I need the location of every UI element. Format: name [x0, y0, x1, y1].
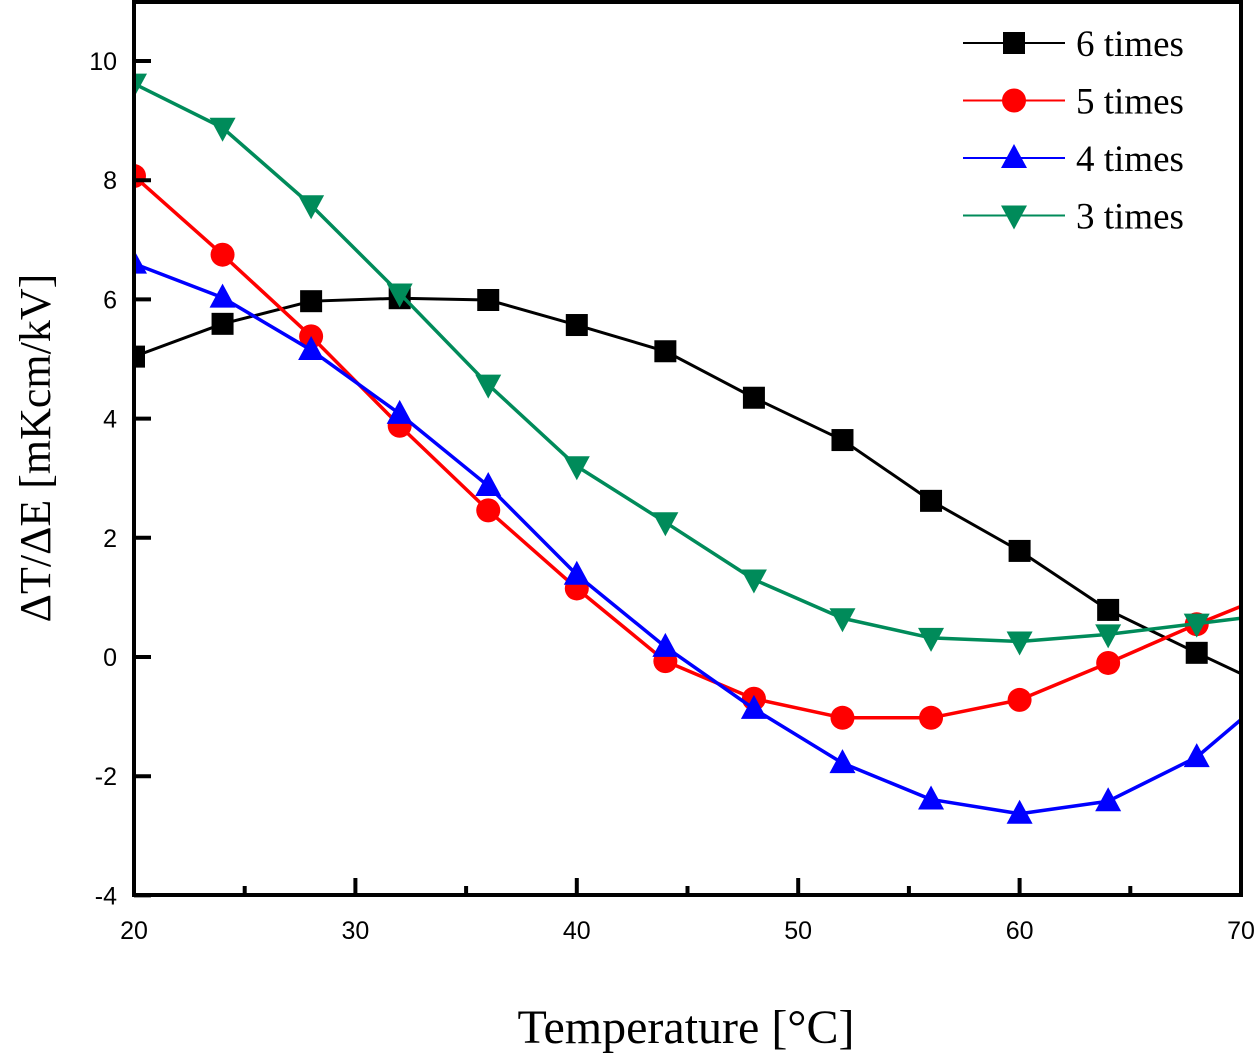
data-point [829, 608, 856, 633]
series-3-times [134, 73, 1241, 656]
series-4-times [134, 249, 1241, 824]
legend-marker-triangle-up [1001, 144, 1027, 168]
y-tick-label: 0 [103, 644, 117, 672]
legend: 6 times 5 times 4 times 3 times [963, 24, 1184, 238]
data-point [134, 73, 147, 98]
data-point [740, 569, 767, 594]
data-point [918, 785, 945, 810]
data-point [475, 471, 502, 496]
y-axis-title: ΔT/ΔE [mKcm/kV] [11, 274, 60, 623]
y-tick-label: -4 [95, 882, 117, 910]
data-point [1183, 613, 1210, 638]
data-point [1008, 539, 1031, 562]
plot-frame [132, 0, 1243, 897]
y-tick-label: 4 [103, 406, 117, 434]
data-point [1183, 743, 1210, 768]
data-point [477, 288, 500, 311]
legend-label: 6 times [1076, 24, 1184, 65]
data-point [740, 694, 767, 719]
y-tick-label: 2 [103, 525, 117, 553]
data-point [386, 283, 413, 308]
data-point [1095, 624, 1122, 649]
x-tick-label: 50 [784, 917, 812, 945]
series-6-times [134, 287, 1241, 676]
legend-item: 3 times [963, 197, 1184, 238]
data-point [831, 429, 854, 452]
data-point [829, 749, 856, 774]
series-line [134, 296, 1241, 676]
legend-marker-triangle-down [1001, 205, 1027, 230]
data-point [209, 117, 236, 142]
data-point [1097, 598, 1120, 621]
series-line [134, 262, 1241, 816]
data-point [919, 705, 944, 730]
y-tick-label: 10 [89, 48, 117, 76]
data-point [1007, 687, 1032, 712]
y-tick-label: 8 [103, 167, 117, 195]
y-tick-label: 6 [103, 286, 117, 314]
legend-item: 5 times [963, 82, 1184, 123]
series-line [134, 82, 1241, 644]
data-point [1095, 787, 1122, 812]
data-point [298, 195, 325, 220]
data-point [300, 290, 323, 313]
data-point [563, 560, 590, 585]
x-axis-title: Temperature [°C] [517, 1001, 854, 1054]
legend-label: 5 times [1076, 82, 1184, 123]
data-point [652, 632, 679, 657]
legend-marker-circle [1002, 88, 1026, 113]
data-point [386, 399, 413, 424]
data-point [652, 512, 679, 537]
data-point [134, 249, 147, 274]
data-point [563, 456, 590, 481]
y-tick-label: -2 [95, 763, 117, 791]
data-point [209, 283, 236, 308]
legend-label: 4 times [1076, 139, 1184, 180]
data-point [475, 374, 502, 399]
x-tick-label: 70 [1227, 917, 1255, 945]
x-tick-label: 60 [1006, 917, 1034, 945]
data-point [920, 489, 943, 512]
data-point [1006, 799, 1033, 824]
series-layer [134, 73, 1241, 824]
data-point [918, 627, 945, 652]
data-point [134, 345, 145, 368]
legend-item: 4 times [963, 139, 1184, 180]
data-point [476, 498, 501, 523]
data-point [565, 314, 588, 337]
data-point [654, 340, 677, 363]
x-tick-label: 40 [563, 917, 591, 945]
axes: -4 -2 0 2 4 6 8 10 20 30 40 50 60 70 [89, 0, 1255, 945]
legend-item: 6 times [963, 24, 1184, 65]
data-point [210, 242, 235, 267]
x-tick-label: 30 [341, 917, 369, 945]
data-point [1096, 650, 1121, 675]
data-point [742, 386, 765, 409]
data-point [1006, 631, 1033, 656]
x-tick-label: 20 [120, 917, 148, 945]
data-point [211, 312, 234, 335]
series-5-times [134, 164, 1241, 730]
data-point [298, 336, 325, 361]
legend-label: 3 times [1076, 197, 1184, 238]
data-point [1185, 641, 1208, 664]
legend-marker-square [1003, 32, 1025, 54]
data-point [830, 705, 855, 730]
